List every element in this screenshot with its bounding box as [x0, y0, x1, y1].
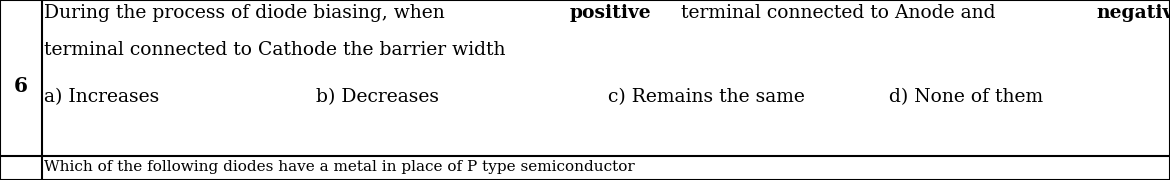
Text: 6: 6 — [14, 76, 28, 96]
Text: negative: negative — [1096, 4, 1170, 22]
Text: a) Increases: a) Increases — [44, 88, 160, 106]
Text: positive: positive — [570, 4, 651, 22]
Text: terminal connected to Anode and: terminal connected to Anode and — [675, 4, 1002, 22]
Text: Which of the following diodes have a metal in place of P type semiconductor: Which of the following diodes have a met… — [44, 160, 635, 174]
Text: During the process of diode biasing, when: During the process of diode biasing, whe… — [44, 4, 452, 22]
Text: d) None of them: d) None of them — [889, 88, 1044, 106]
Text: terminal connected to Cathode the barrier width: terminal connected to Cathode the barrie… — [44, 41, 505, 59]
Text: b) Decreases: b) Decreases — [316, 88, 439, 106]
Text: c) Remains the same: c) Remains the same — [608, 88, 805, 106]
